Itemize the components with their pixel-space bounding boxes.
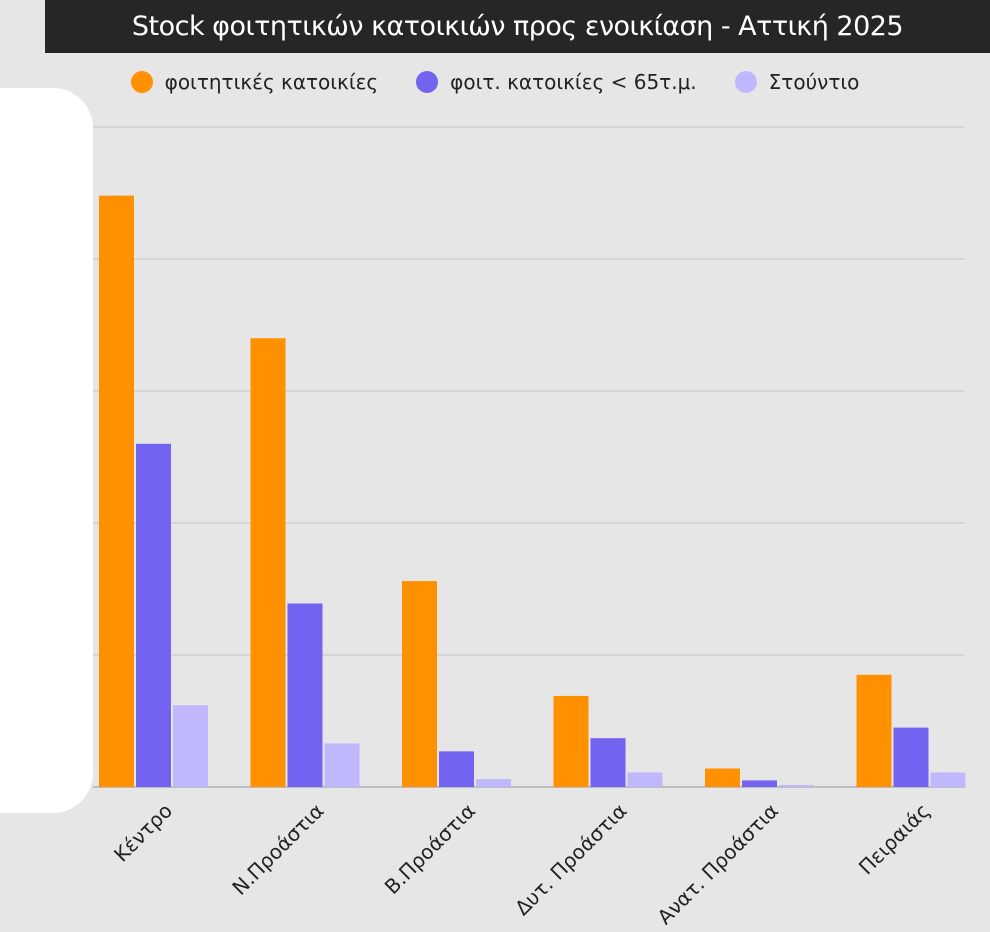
bar [173, 705, 208, 787]
overlay-shape [0, 88, 93, 813]
x-tick-label: Ν.Προάστια [227, 799, 328, 900]
x-tick-label: Δυτ. Προάστια [510, 799, 632, 921]
bar [287, 603, 323, 787]
legend: φοιτητικές κατοικίες φοιτ. κατοικίες < 6… [0, 64, 990, 100]
x-tick-label: Ανατ. Προάστια [652, 799, 783, 930]
x-tick-label: Β.Προάστια [380, 799, 480, 899]
bar [402, 581, 437, 787]
legend-label: Στούντιο [768, 70, 860, 94]
bar [136, 443, 171, 787]
bar [250, 338, 286, 787]
bar [893, 727, 929, 787]
bar [930, 772, 966, 787]
legend-item-studio: Στούντιο [734, 70, 860, 94]
chart-title: Stock φοιτητικών κατοικιών προς ενοικίασ… [45, 0, 990, 53]
x-tick-label: Πειραιάς [854, 799, 935, 880]
bar [553, 695, 589, 787]
bar [324, 743, 360, 787]
bar [856, 674, 892, 787]
bar [779, 785, 814, 787]
bar [476, 779, 511, 787]
legend-label: φοιτ. κατοικίες < 65τ.μ. [450, 70, 697, 94]
bar [99, 195, 134, 787]
bar [705, 768, 740, 787]
legend-label: φοιτητικές κατοικίες [164, 70, 379, 94]
legend-swatch [734, 71, 757, 93]
x-tick-label: Κέντρο [109, 799, 177, 867]
bar [590, 738, 626, 787]
legend-swatch [416, 71, 439, 93]
legend-item-small-student-housing: φοιτ. κατοικίες < 65τ.μ. [416, 70, 697, 94]
bar [627, 772, 663, 787]
legend-swatch [130, 71, 153, 93]
bar [439, 751, 474, 787]
legend-item-student-housing: φοιτητικές κατοικίες [130, 70, 379, 94]
bar [742, 780, 777, 787]
